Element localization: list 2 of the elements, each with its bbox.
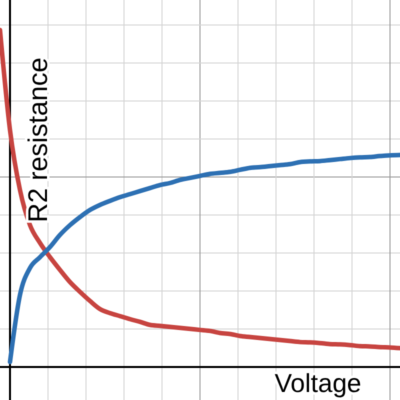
x-axis-title: Voltage xyxy=(274,368,362,398)
y-axis-title: R2 resistance xyxy=(23,57,53,223)
